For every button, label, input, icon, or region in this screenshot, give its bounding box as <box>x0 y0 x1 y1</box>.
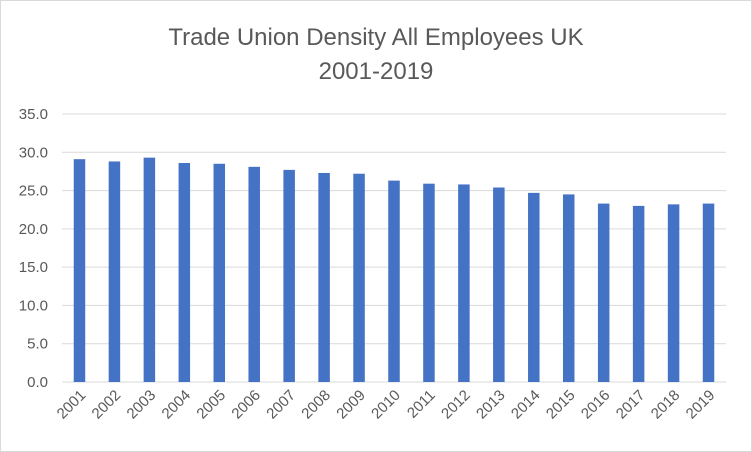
bar <box>318 172 330 382</box>
x-tick-label: 2004 <box>159 387 195 423</box>
y-axis-ticks: 0.0 5.0 10.0 15.0 20.0 25.0 30.0 35.0 <box>19 106 48 391</box>
x-tick-label: 2005 <box>193 387 229 423</box>
x-tick-label: 2002 <box>89 387 125 423</box>
bar <box>562 194 575 382</box>
y-tick-label: 5.0 <box>27 336 48 353</box>
y-tick-label: 0.0 <box>27 374 48 391</box>
bar <box>388 180 400 382</box>
y-tick-label: 25.0 <box>19 183 48 200</box>
bar <box>108 161 121 382</box>
y-tick-label: 15.0 <box>19 259 48 276</box>
x-axis-ticks: 2001 2002 2003 2004 2005 2006 2007 2008 2009 2010… <box>54 387 719 423</box>
bar <box>597 203 610 382</box>
bar <box>178 163 191 382</box>
bar <box>528 192 540 382</box>
bars <box>73 157 715 382</box>
chart-subtitle: 2001-2019 <box>318 58 434 85</box>
chart-title: Trade Union Density All Employees UK <box>168 24 584 51</box>
x-tick-label: 2007 <box>263 387 299 423</box>
x-tick-label: 2006 <box>228 387 264 423</box>
x-tick-label: 2016 <box>578 387 614 423</box>
x-tick-label: 2015 <box>543 387 579 423</box>
x-tick-label: 2014 <box>508 387 544 423</box>
x-tick-label: 2009 <box>333 387 369 423</box>
x-tick-label: 2011 <box>404 387 439 422</box>
bar <box>493 187 505 382</box>
x-tick-label: 2003 <box>124 387 160 423</box>
x-tick-label: 2008 <box>298 387 334 423</box>
y-tick-label: 10.0 <box>19 297 48 314</box>
bar <box>143 157 156 382</box>
bar <box>667 204 680 382</box>
chart-title-block: Trade Union Density All Employees UK 200… <box>1 21 751 89</box>
x-tick-label: 2019 <box>683 387 719 423</box>
bar <box>458 184 470 382</box>
x-tick-label: 2018 <box>648 387 684 423</box>
y-tick-label: 35.0 <box>19 106 48 123</box>
bar <box>353 173 365 382</box>
bar <box>213 163 226 382</box>
bar <box>632 205 645 382</box>
x-tick-label: 2013 <box>473 387 509 423</box>
bar <box>702 203 715 382</box>
bar <box>423 183 435 382</box>
bar <box>73 159 86 382</box>
x-tick-label: 2012 <box>438 387 474 423</box>
bar <box>248 166 260 382</box>
x-tick-label: 2017 <box>613 387 649 423</box>
y-tick-label: 30.0 <box>19 144 48 161</box>
x-tick-label: 2010 <box>368 387 404 423</box>
bar <box>283 169 295 382</box>
x-tick-label: 2001 <box>54 387 90 423</box>
y-tick-label: 20.0 <box>19 221 48 238</box>
